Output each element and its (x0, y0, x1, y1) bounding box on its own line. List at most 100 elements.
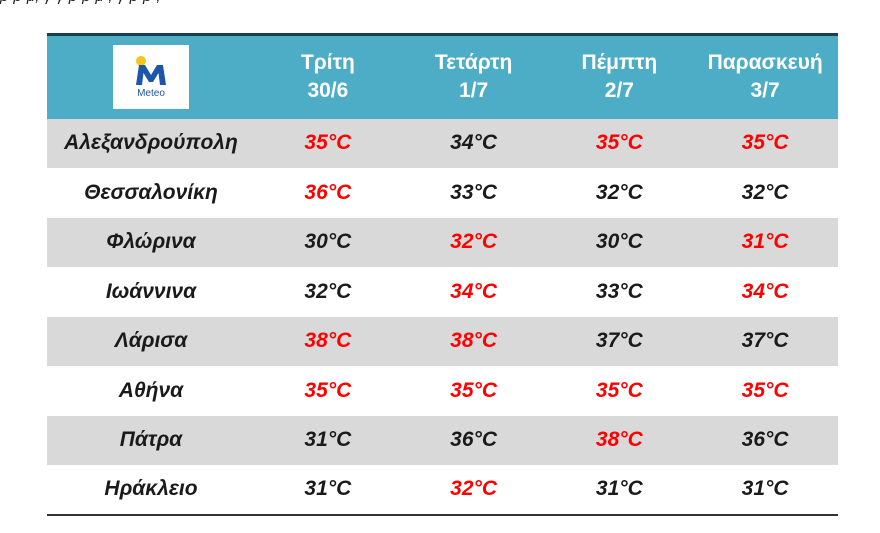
temperature-cell: 32°C (692, 168, 838, 218)
temperature-unit: °C (473, 230, 498, 254)
temperature-cell: 38°C (547, 416, 693, 466)
city-name: Φλώρινα (106, 230, 196, 254)
temperature-unit: °C (327, 477, 352, 501)
temperature-value: 36 (304, 180, 328, 204)
day-header: Τρίτη 30/6 (255, 33, 401, 119)
temperature-unit: °C (619, 180, 643, 204)
temperature-unit: °C (473, 428, 498, 452)
temperature-unit: °C (327, 378, 352, 402)
temperature-cell: 36°C (401, 416, 547, 466)
meteo-logo: Meteo (113, 45, 189, 110)
temperature-cell: 35°C (692, 366, 838, 416)
temperature-cell: 35°C (692, 119, 838, 169)
temperature-unit: °C (327, 230, 352, 254)
temperature-value: 36 (741, 428, 766, 452)
temperature-unit: °C (327, 279, 352, 303)
temperature-cell: 31°C (692, 218, 838, 268)
temperature-cell: 35°C (547, 366, 693, 416)
temperature-value: 33 (595, 279, 620, 303)
temperature-cell: 35°C (401, 366, 547, 416)
temperature-value: 31 (741, 477, 766, 501)
temperature-value: 32 (450, 477, 474, 501)
city-name: Ηράκλειο (47, 465, 255, 516)
temperature-cell: 32°C (401, 218, 547, 268)
temperature-value: 33 (450, 180, 474, 204)
temperature-unit: °C (619, 428, 643, 452)
temperature-value: 31 (595, 477, 620, 501)
temperature-unit: °C (619, 477, 643, 501)
temperature-unit: °C (473, 279, 498, 303)
temperature-cell: 30°C (547, 218, 693, 268)
temperature-cell: 31°C (255, 416, 401, 466)
logo-text: Meteo (137, 88, 165, 100)
temperature-cell: 30°C (255, 218, 401, 268)
temperature-cell: 37°C (692, 317, 838, 367)
table-row: Ηράκλειο 31°C 32°C 31°C 31°C (47, 465, 838, 516)
temperature-cell: 36°C (255, 168, 401, 218)
temperature-cell: 31°C (692, 465, 838, 516)
table-row: Αλεξανδρούπολη 35°C 34°C 35°C 35°C (47, 118, 838, 169)
temperature-value: 35 (304, 378, 328, 402)
day-name: Πέμπτη (581, 51, 658, 75)
temperature-value: 31 (304, 428, 328, 452)
temperature-unit: °C (765, 428, 789, 452)
temperature-unit: °C (619, 279, 643, 303)
temperature-value: 34 (450, 279, 474, 303)
temperature-value: 38 (450, 329, 474, 353)
temperature-unit: °C (327, 131, 352, 155)
temperature-unit: °C (619, 378, 643, 402)
temperature-cell: 37°C (547, 317, 693, 367)
temperature-cell: 35°C (547, 119, 693, 169)
temperature-unit: °C (765, 279, 789, 303)
table-row: Φλώρινα 30°C 32°C 30°C 31°C (47, 217, 838, 268)
temperature-value: 31 (304, 477, 328, 501)
day-date: 3/7 (750, 79, 780, 103)
temperature-value: 31 (741, 230, 766, 254)
temperature-value: 38 (304, 329, 328, 353)
temperature-cell: 34°C (401, 267, 547, 317)
temperature-value: 37 (595, 329, 620, 353)
temperature-cell: 31°C (255, 465, 401, 516)
temperature-cell: 38°C (255, 317, 401, 367)
temperature-unit: °C (765, 180, 789, 204)
temperature-unit: °C (765, 230, 789, 254)
temperature-value: 34 (450, 131, 474, 155)
city-name: Ιωάννινα (105, 279, 197, 303)
city-name: Αθήνα (118, 378, 184, 402)
table-row: Ιωάννινα 32°C 34°C 33°C 34°C (47, 267, 838, 317)
temperature-cell: 34°C (401, 119, 547, 169)
temperature-unit: °C (473, 131, 498, 155)
day-name: Τετάρτη (434, 51, 513, 75)
temperature-cell: 31°C (546, 465, 693, 516)
temperature-unit: °C (765, 131, 789, 155)
temperature-cell: 34°C (692, 267, 838, 317)
temperature-value: 35 (595, 378, 620, 402)
temperature-value: 32 (450, 230, 474, 254)
temperature-value: 38 (595, 428, 620, 452)
temperature-cell: 35°C (255, 366, 401, 416)
temperature-unit: °C (619, 230, 643, 254)
temperature-value: 35 (741, 378, 766, 402)
cropped-caption-line: ρ ρ μ, γ γ ρ ρ μ , γ ρ ρ , (0, 0, 880, 6)
day-header: Παρασκευή 3/7 (692, 33, 838, 119)
temperature-value: 34 (741, 279, 766, 303)
temperature-unit: °C (765, 329, 789, 353)
temperature-unit: °C (473, 477, 498, 501)
temperature-unit: °C (765, 378, 789, 402)
weather-forecast-table: Meteo Τρίτη 30/6 Τετάρτη 1/7 Πέμπτη 2/7 Παρ… (47, 33, 838, 516)
temperature-unit: °C (473, 378, 498, 402)
temperature-cell: 38°C (401, 317, 547, 367)
day-name: Παρασκευή (707, 51, 823, 75)
temperature-value: 32 (741, 180, 766, 204)
temperature-cell: 32°C (547, 168, 693, 218)
temperature-value: 36 (450, 428, 474, 452)
temperature-cell: 33°C (401, 168, 547, 218)
temperature-unit: °C (327, 180, 352, 204)
temperature-unit: °C (473, 329, 498, 353)
table-header-row: Meteo Τρίτη 30/6 Τετάρτη 1/7 Πέμπτη 2/7 Παρ… (47, 33, 838, 119)
table-row: Λάρισα 38°C 38°C 37°C 37°C (47, 316, 838, 367)
logo-cell: Meteo (47, 33, 255, 119)
table-row: Θεσσαλονίκη 36°C 33°C 32°C 32°C (47, 168, 838, 218)
city-name: Λάρισα (114, 329, 188, 353)
temperature-unit: °C (327, 329, 352, 353)
